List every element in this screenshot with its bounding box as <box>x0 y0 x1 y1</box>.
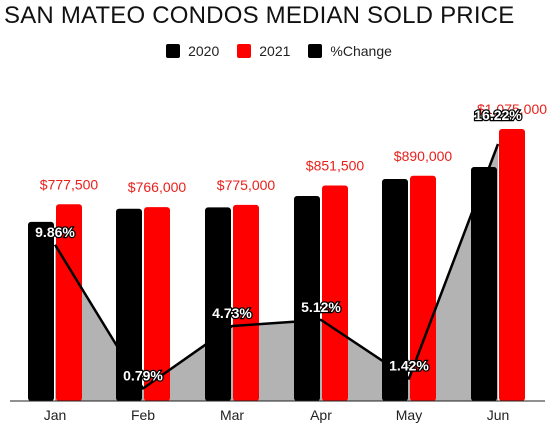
bar-2020-jan <box>28 221 54 401</box>
legend-swatch-2021 <box>237 44 252 58</box>
bar-2021-jan <box>56 204 82 401</box>
legend-label-2020: 2020 <box>188 43 220 59</box>
pct-change-area <box>55 144 498 401</box>
pct-change-label-apr: 5.12% <box>301 299 341 315</box>
pct-change-label-feb: 0.79% <box>123 367 163 383</box>
bar-2021-jun <box>499 129 525 401</box>
data-label-2021-jan: $777,500 <box>40 176 99 192</box>
legend-label-pct-change: %Change <box>330 43 392 59</box>
pct-change-label-mar: 4.73% <box>212 305 252 321</box>
x-tick-label-jun: Jun <box>487 407 510 423</box>
x-tick-label-apr: Apr <box>310 407 332 423</box>
data-label-2021-may: $890,000 <box>394 148 453 164</box>
data-label-2021-apr: $851,500 <box>306 158 365 174</box>
data-label-2021-feb: $766,000 <box>128 179 187 195</box>
bar-2020-mar <box>205 207 231 401</box>
legend-item-2020: 2020 <box>166 43 219 59</box>
bar-2020-jun <box>471 166 497 401</box>
data-label-2021-jun: $1,075,000 <box>477 101 547 117</box>
x-tick-label-feb: Feb <box>131 407 155 423</box>
legend-item-pct-change: %Change <box>308 43 392 59</box>
x-tick-label-jan: Jan <box>44 407 67 423</box>
bar-2021-feb <box>144 207 170 401</box>
pct-change-label-may: 1.42% <box>389 358 429 374</box>
bar-2021-apr <box>322 185 348 401</box>
bar-2021-may <box>410 175 436 401</box>
legend-swatch-2020 <box>166 44 181 58</box>
data-label-2021-mar: $775,000 <box>217 177 276 193</box>
pct-change-label-jan: 9.86% <box>35 224 75 240</box>
legend: 2020 2021 %Change <box>0 43 558 59</box>
legend-label-2021: 2021 <box>259 43 291 59</box>
chart-title: SAN MATEO CONDOS MEDIAN SOLD PRICE <box>4 2 515 29</box>
legend-item-2021: 2021 <box>237 43 290 59</box>
pct-change-label-jun: 16.22% <box>474 107 522 123</box>
pct-change-line <box>53 143 500 390</box>
bar-2020-apr <box>294 196 320 401</box>
bar-2021-mar <box>233 204 259 401</box>
legend-swatch-pct-change <box>308 44 323 58</box>
x-tick-label-may: May <box>396 407 422 423</box>
bar-2020-may <box>382 178 408 401</box>
x-tick-label-mar: Mar <box>220 407 244 423</box>
